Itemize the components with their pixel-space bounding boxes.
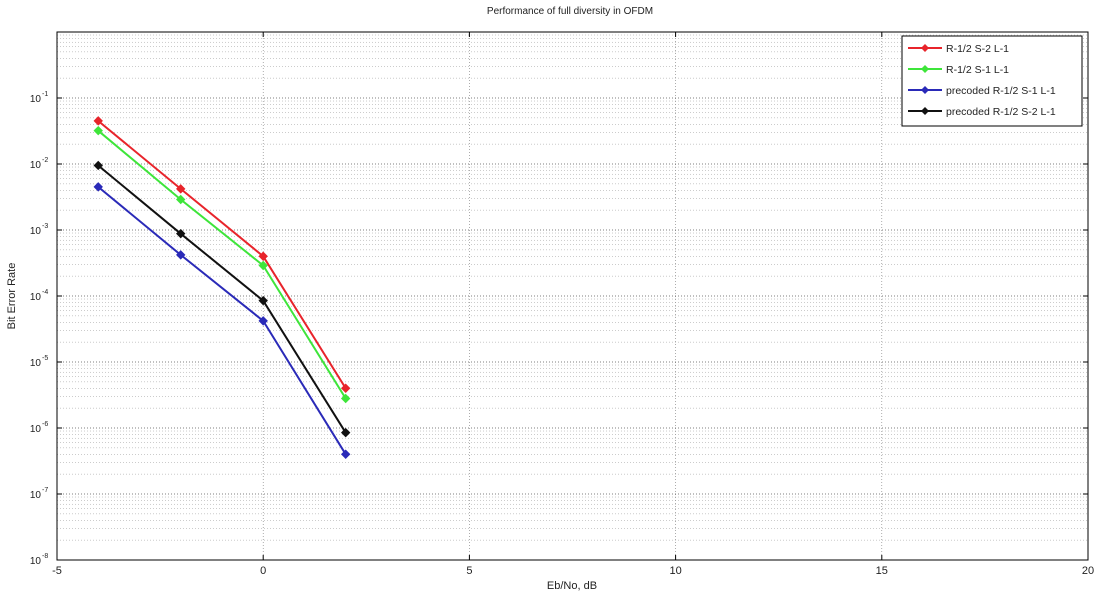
x-tick-label: 5 — [466, 565, 472, 577]
y-tick-label: 10 — [30, 424, 42, 435]
series-4 — [93, 160, 351, 438]
y-tick-label: 10 — [30, 226, 42, 237]
data-point — [340, 427, 351, 438]
legend-entry-label: R-1/2 S-2 L-1 — [946, 43, 1009, 55]
data-point — [258, 260, 268, 271]
data-point — [176, 184, 186, 194]
data-point — [93, 125, 103, 136]
y-tick-exponent: -8 — [42, 553, 48, 560]
y-tick-exponent: -3 — [42, 223, 48, 230]
data-point — [340, 449, 351, 459]
data-point — [258, 251, 268, 261]
legend: R-1/2 S-2 L-1 R-1/2 S-1 L-1 precoded R-1/2… — [901, 35, 1083, 127]
legend-swatch-marker — [921, 107, 929, 115]
x-tick-label: 15 — [876, 565, 888, 577]
data-point — [258, 295, 268, 306]
series-line — [97, 164, 347, 434]
y-tick-label: 10 — [30, 490, 42, 501]
chart-title: Performance of full diversity in OFDM — [487, 6, 653, 17]
series-line — [97, 120, 347, 389]
series-line — [97, 129, 347, 400]
data-point — [176, 194, 186, 205]
legend-swatch-marker — [921, 86, 929, 94]
data-point — [258, 316, 268, 326]
x-axis-label: Eb/No, dB — [547, 580, 597, 592]
data-point — [176, 228, 186, 239]
data-point — [93, 182, 103, 192]
data-series — [93, 116, 351, 459]
y-axis-label: Bit Error Rate — [6, 263, 18, 330]
data-point — [93, 116, 103, 126]
y-tick-label: 10 — [30, 160, 42, 171]
legend-swatch-marker — [921, 44, 929, 52]
series-3 — [93, 182, 351, 459]
y-tick-exponent: -4 — [42, 289, 48, 296]
series-line — [97, 186, 347, 455]
axis-ticks: -5 0 5 10 15 2010-810-710-610-510-410-310-210… — [30, 32, 1094, 577]
data-point — [176, 250, 186, 260]
data-point — [340, 393, 351, 404]
grid — [57, 32, 1088, 560]
x-tick-label: -5 — [52, 565, 62, 577]
data-point — [340, 383, 351, 393]
y-tick-label: 10 — [30, 556, 42, 567]
y-tick-exponent: -1 — [42, 91, 48, 98]
y-tick-exponent: -7 — [42, 487, 48, 494]
y-tick-exponent: -6 — [42, 421, 48, 428]
legend-entry-label: precoded R-1/2 S-1 L-1 — [946, 85, 1056, 97]
data-point — [93, 160, 103, 171]
legend-swatch-marker — [921, 65, 929, 73]
y-tick-label: 10 — [30, 94, 42, 105]
legend-entry-label: R-1/2 S-1 L-1 — [946, 64, 1009, 76]
x-tick-label: 0 — [260, 565, 266, 577]
y-tick-exponent: -2 — [42, 157, 48, 164]
y-tick-label: 10 — [30, 358, 42, 369]
series-2 — [93, 125, 351, 404]
x-tick-label: 10 — [669, 565, 681, 577]
series-1 — [93, 116, 351, 393]
x-tick-label: 20 — [1082, 565, 1094, 577]
legend-entry-label: precoded R-1/2 S-2 L-1 — [946, 106, 1056, 118]
y-tick-label: 10 — [30, 292, 42, 303]
y-tick-exponent: -5 — [42, 355, 48, 362]
